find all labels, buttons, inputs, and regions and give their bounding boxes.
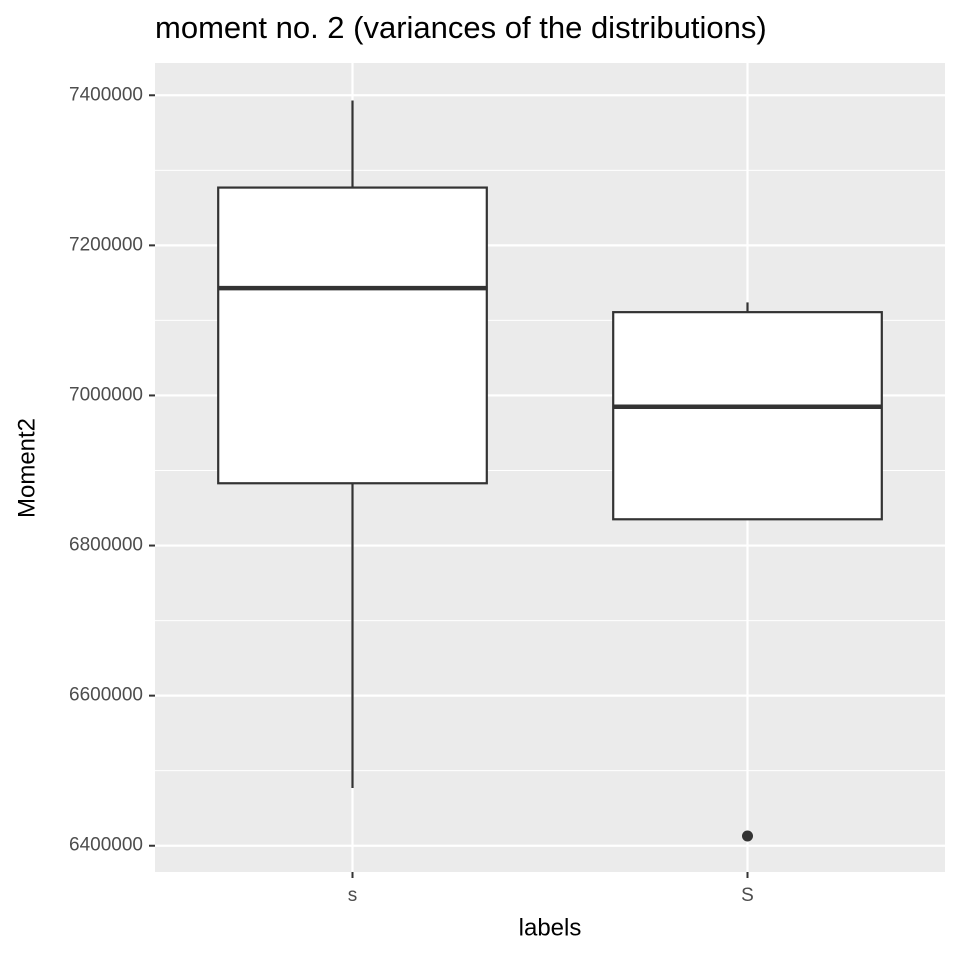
- y-tick-label: 6600000: [69, 685, 143, 706]
- x-axis-title: labels: [519, 914, 582, 941]
- y-tick-label: 7400000: [69, 84, 143, 105]
- x-tick-label: s: [348, 885, 358, 906]
- y-tick-label: 7000000: [69, 384, 143, 405]
- y-tick-label: 7200000: [69, 234, 143, 255]
- box: [217, 186, 488, 485]
- marks: [217, 100, 883, 842]
- box: [612, 311, 883, 521]
- y-tick-label: 6800000: [69, 535, 143, 556]
- outlier: [742, 830, 753, 842]
- y-axis-title: Moment2: [13, 418, 40, 518]
- chart-title: moment no. 2 (variances of the distribut…: [155, 10, 767, 45]
- y-tick-label: 6400000: [69, 835, 143, 856]
- x-tick-label: S: [741, 885, 754, 906]
